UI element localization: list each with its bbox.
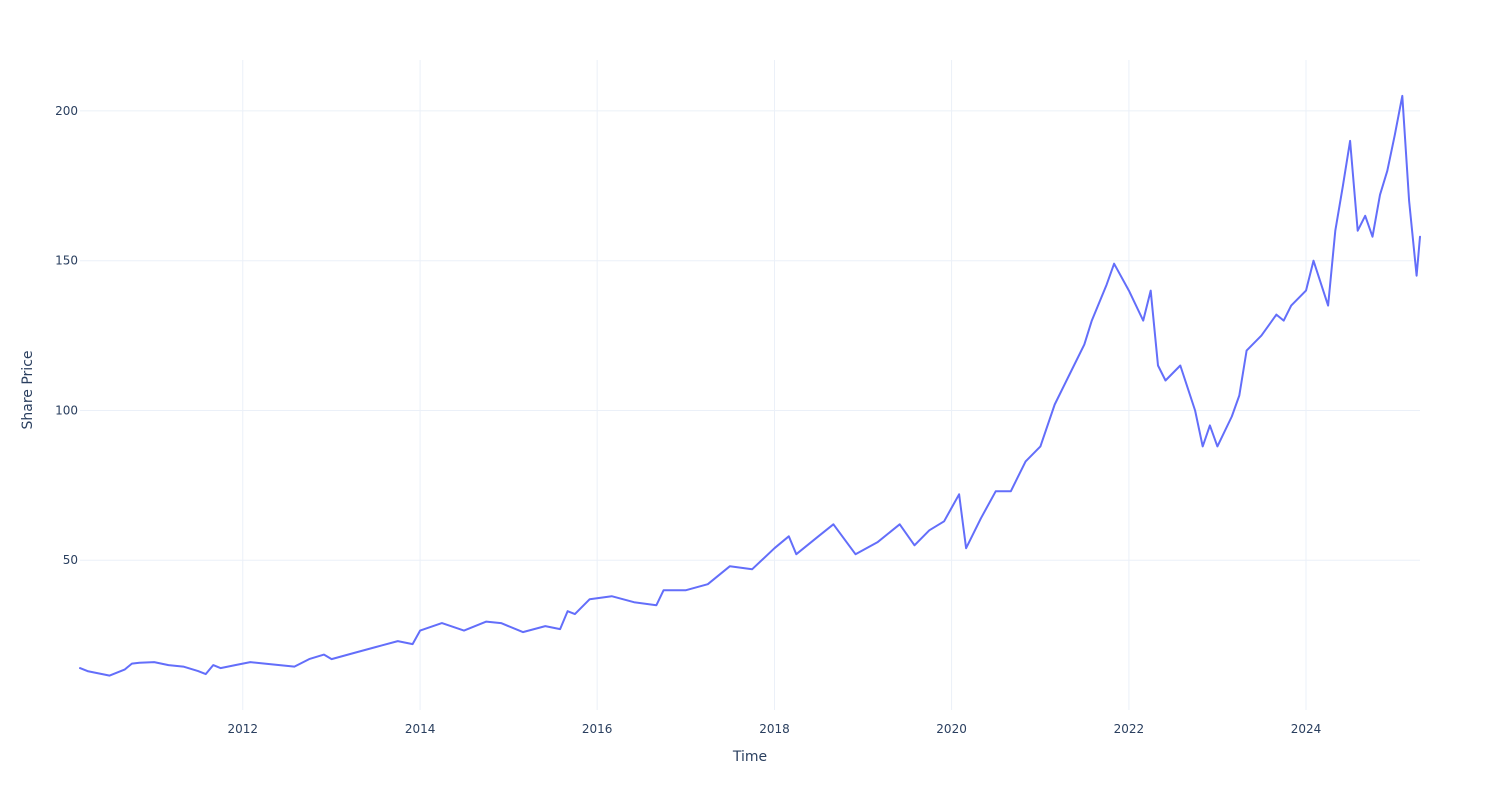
x-axis-title: Time	[732, 749, 767, 765]
x-tick-label: 2014	[405, 722, 436, 736]
x-tick-label: 2022	[1114, 722, 1145, 736]
series-line	[79, 94, 1421, 677]
series-layer	[79, 94, 1421, 677]
x-tick-label: 2020	[936, 722, 967, 736]
x-tick-label: 2024	[1291, 722, 1322, 736]
x-axis-ticks: 2012 2014 2016 2018 2020 2022 2024	[227, 722, 1321, 736]
x-tick-label: 2012	[227, 722, 258, 736]
y-tick-label: 200	[55, 104, 78, 118]
x-tick-label: 2018	[759, 722, 790, 736]
grid	[80, 60, 1420, 710]
y-tick-label: 100	[55, 403, 78, 417]
x-tick-label: 2016	[582, 722, 613, 736]
y-axis-ticks: 50 100 150 200	[55, 104, 78, 567]
y-tick-label: 50	[63, 553, 78, 567]
y-tick-label: 150	[55, 254, 78, 268]
y-axis-title: Share Price	[20, 350, 36, 429]
